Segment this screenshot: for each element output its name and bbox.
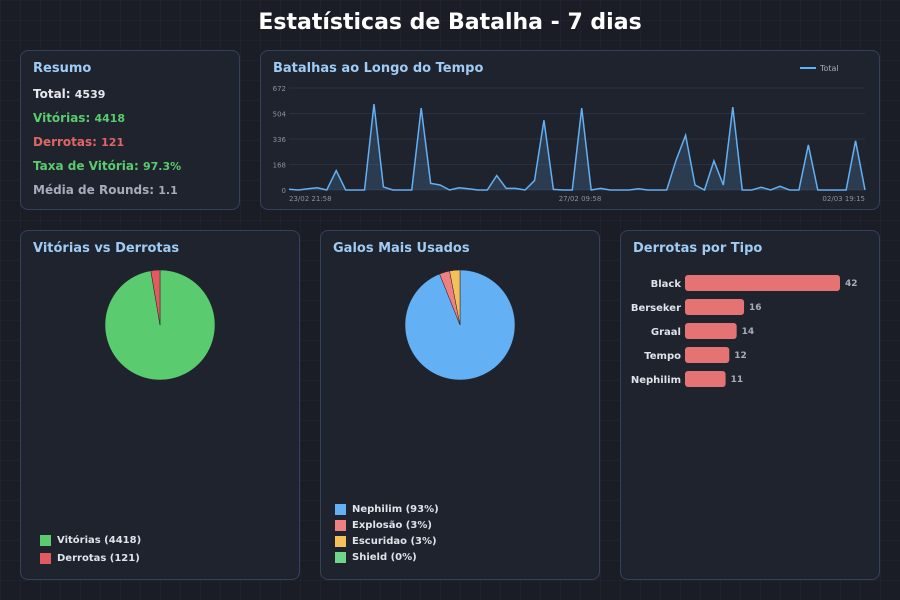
legend-label: Derrotas (121): [57, 553, 140, 564]
summary-item: Taxa de Vitória: 97.3%: [33, 159, 181, 173]
bar-value-label: 16: [749, 303, 762, 313]
summary-label: Média de Rounds:: [33, 183, 155, 197]
summary-value: 4539: [74, 88, 106, 101]
bar-value-label: 11: [731, 375, 744, 385]
summary-value: 121: [101, 136, 125, 149]
bar: [685, 275, 840, 291]
bar: [685, 299, 745, 315]
legend-swatch: [40, 535, 51, 546]
bar-value-label: 42: [845, 279, 858, 289]
bar-category-label: Berseker: [631, 303, 681, 314]
legend-label: Vitórias (4418): [57, 535, 142, 546]
pie-slice: [449, 269, 461, 326]
page-title: Estatísticas de Batalha - 7 dias: [258, 10, 642, 35]
legend-item[interactable]: Derrotas (121): [40, 553, 140, 564]
losses-by-type-title: Derrotas por Tipo: [633, 241, 763, 256]
legend-label: Shield (0%): [352, 552, 417, 563]
bar-category-label: Tempo: [644, 351, 681, 362]
win-loss-title: Vitórias vs Derrotas: [33, 241, 180, 256]
legend-item[interactable]: Vitórias (4418): [40, 535, 141, 546]
summary-value: 1.1: [158, 184, 178, 197]
y-tick-label: 504: [273, 111, 287, 119]
summary-value: 97.3%: [142, 160, 182, 173]
bar: [685, 347, 730, 363]
y-tick-label: 672: [273, 85, 286, 93]
area-fill: [289, 104, 865, 190]
legend-swatch: [335, 552, 346, 563]
legend-swatch: [335, 520, 346, 531]
summary-label: Vitórias:: [33, 111, 91, 125]
summary-item: Total: 4539: [33, 87, 105, 101]
legend-label: Explosão (3%): [352, 520, 432, 531]
y-tick-label: 0: [282, 187, 286, 195]
summary-title: Resumo: [33, 61, 92, 76]
legend-swatch: [40, 553, 51, 564]
summary-panel: Resumo Total: 4539 Vitórias: 4418 Derrotas…: [20, 50, 240, 210]
summary-item: Média de Rounds: 1.1: [33, 183, 178, 197]
x-tick-label: 27/02 09:58: [559, 195, 602, 203]
legend-label: Escuridao (3%): [352, 536, 437, 547]
legend-item[interactable]: Escuridao (3%): [335, 536, 437, 547]
y-tick-label: 168: [273, 162, 286, 170]
legend-swatch: [335, 504, 346, 515]
bar: [685, 323, 737, 339]
bar-value-label: 14: [742, 327, 755, 337]
series-line-total: [288, 104, 866, 192]
summary-label: Taxa de Vitória:: [33, 159, 139, 173]
pie-slice: [150, 269, 161, 326]
bar: [685, 371, 726, 387]
legend-label-total: Total: [819, 64, 839, 73]
legend-label: Nephilim (93%): [352, 504, 439, 515]
legend-item[interactable]: Explosão (3%): [335, 520, 432, 531]
x-tick-label: 02/03 19:15: [822, 195, 865, 203]
x-tick-label: 23/02 21:58: [289, 195, 332, 203]
summary-value: 4418: [94, 112, 126, 125]
bar-category-label: Nephilim: [631, 375, 681, 386]
bar-category-label: Black: [651, 279, 682, 290]
summary-item: Vitórias: 4418: [33, 111, 125, 125]
summary-label: Total:: [33, 87, 71, 101]
roosters-title: Galos Mais Usados: [333, 241, 470, 256]
y-tick-label: 336: [273, 136, 287, 144]
line-chart-panel: Batalhas ao Longo do Tempo: [260, 50, 880, 210]
legend-item[interactable]: Shield (0%): [335, 552, 417, 563]
summary-item: Derrotas: 121: [33, 135, 124, 149]
legend-item[interactable]: Nephilim (93%): [335, 504, 439, 515]
legend-swatch: [335, 536, 346, 547]
bar-value-label: 12: [734, 351, 747, 361]
bar-category-label: Graal: [651, 327, 681, 338]
summary-label: Derrotas:: [33, 135, 97, 149]
line-chart-title: Batalhas ao Longo do Tempo: [273, 61, 484, 76]
